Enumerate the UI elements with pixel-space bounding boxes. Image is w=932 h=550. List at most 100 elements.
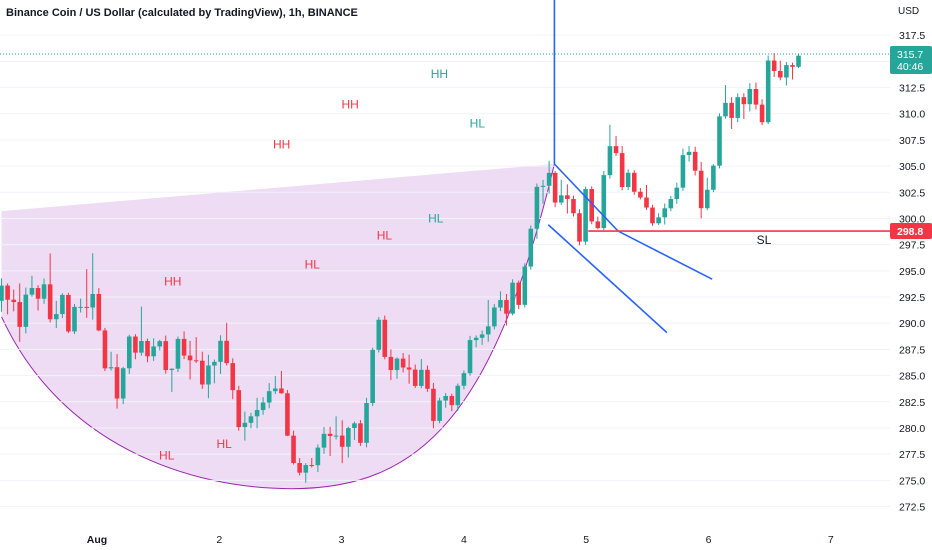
candle-body	[492, 307, 497, 327]
candle-body	[285, 393, 290, 436]
pivot-label: HL	[217, 437, 233, 451]
candle-body	[346, 428, 351, 447]
candle-body	[765, 60, 771, 123]
candle-body	[571, 198, 576, 214]
candle-body	[139, 341, 144, 353]
candle-body	[528, 228, 534, 267]
candle-body	[771, 60, 777, 71]
candle-body	[717, 116, 722, 166]
candle-body	[41, 284, 47, 299]
last-price-value: 315.7	[897, 49, 923, 61]
price-tick-label: 305.0	[899, 161, 925, 173]
candle-body	[84, 306, 90, 308]
candle-body	[382, 319, 388, 357]
candle-body	[595, 221, 601, 229]
time-tick-label: 5	[583, 534, 589, 546]
annotation-layer: HH HL HL HH HL HH HL HL HH HL	[159, 67, 485, 462]
candle-body	[114, 367, 120, 399]
price-tick-label: 302.5	[899, 187, 925, 199]
candle-body	[729, 102, 734, 118]
candle-body	[206, 365, 211, 385]
chart-title: Binance Coin / US Dollar (calculated by …	[6, 7, 358, 19]
candle-body	[327, 433, 333, 437]
candle-body	[108, 367, 114, 369]
candle-body	[17, 302, 23, 327]
candle-body	[254, 410, 260, 417]
price-tick-label: 277.5	[899, 449, 925, 461]
candle-body	[193, 360, 199, 362]
time-tick-label: 3	[339, 534, 345, 546]
price-tick-label: 287.5	[899, 344, 925, 356]
candle-body	[565, 195, 570, 199]
candle-body	[479, 334, 485, 338]
candle-body	[157, 341, 163, 347]
pivot-label: HL	[377, 228, 393, 242]
candle-body	[607, 146, 613, 176]
candle-body	[376, 319, 382, 350]
candle-body	[601, 175, 607, 229]
candle-body	[656, 217, 661, 224]
candle-body	[181, 338, 187, 356]
candle-body	[406, 367, 412, 370]
candle-body	[297, 463, 302, 473]
candle-body	[169, 368, 175, 371]
candle-body	[126, 336, 132, 369]
price-gridline-layer	[0, 34, 890, 507]
candle-body	[437, 400, 442, 421]
candle-body	[5, 285, 10, 300]
candle-body	[78, 306, 83, 308]
candle-body	[200, 360, 205, 385]
pivot-label: HH	[431, 67, 448, 81]
candle-body	[224, 340, 229, 364]
candle-body	[425, 369, 430, 389]
candle-body	[796, 55, 801, 67]
candle-body	[11, 299, 17, 303]
time-tick-label: 2	[216, 534, 222, 546]
candle-body	[66, 294, 71, 332]
candle-body	[303, 465, 309, 473]
candle-body	[473, 337, 479, 341]
cup-pattern-arc	[1, 163, 555, 490]
candle-body	[212, 361, 217, 366]
candle-body	[552, 172, 558, 203]
candlestick-series	[0, 52, 801, 483]
candle-body	[388, 356, 394, 371]
channel-lower-line	[547, 224, 668, 334]
pivot-label: HL	[305, 258, 321, 272]
last-price-badge	[890, 46, 932, 75]
candle-body	[662, 208, 668, 218]
candle-body	[668, 198, 674, 209]
candle-body	[145, 341, 150, 357]
pivot-label: HL	[428, 212, 444, 226]
candle-body	[133, 336, 138, 353]
candle-body	[90, 293, 96, 308]
candle-body	[400, 358, 406, 368]
candle-body	[47, 284, 53, 320]
price-tick-label: 310.0	[899, 109, 925, 121]
time-axis: Aug 2 3 4 5 6 7	[87, 534, 834, 546]
candle-body	[747, 89, 753, 105]
price-tick-label: 290.0	[899, 318, 925, 330]
candle-body	[631, 172, 637, 192]
price-tick-label: 312.5	[899, 83, 925, 95]
pivot-label: HH	[341, 97, 358, 111]
price-tick-label: 295.0	[899, 266, 925, 278]
price-tick-label: 285.0	[899, 371, 925, 383]
candle-body	[60, 294, 65, 315]
candle-body	[558, 195, 564, 203]
candle-body	[333, 435, 339, 437]
candle-body	[455, 385, 461, 406]
stop-level-badge	[890, 223, 932, 240]
candle-body	[120, 368, 126, 399]
candle-body	[516, 282, 521, 305]
candle-body	[242, 422, 248, 428]
candle-body	[485, 326, 491, 335]
candle-body	[236, 390, 242, 428]
candle-body	[0, 285, 4, 301]
time-tick-label: 7	[828, 534, 834, 546]
time-tick-label: Aug	[87, 534, 107, 546]
time-tick-label: 6	[706, 534, 712, 546]
candle-body	[540, 185, 546, 187]
candle-body	[358, 423, 363, 443]
